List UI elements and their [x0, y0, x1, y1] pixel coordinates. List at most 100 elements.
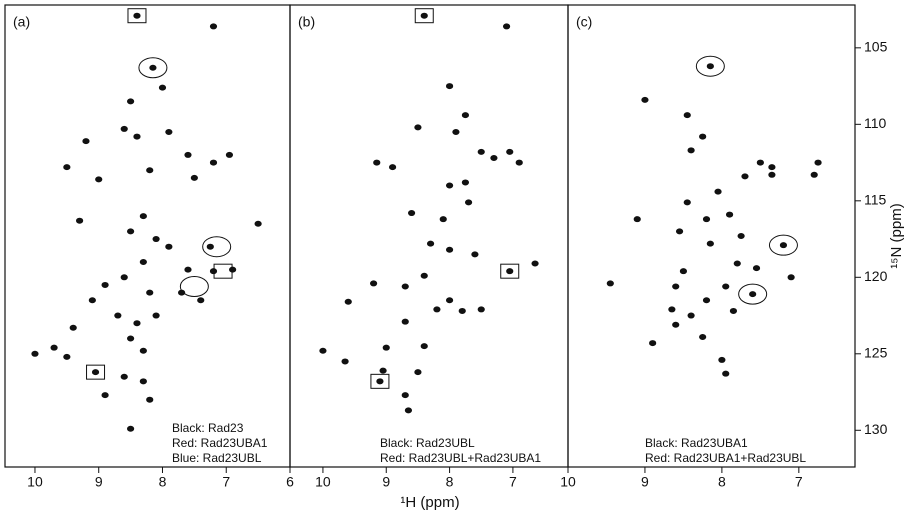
panel-label: (c) [576, 14, 592, 30]
peak [344, 298, 352, 305]
highlight-box [86, 364, 106, 380]
highlight-ellipse [768, 234, 798, 256]
peak [197, 297, 205, 304]
peak [379, 367, 387, 374]
peak [152, 236, 160, 243]
peak [209, 23, 218, 30]
y-tick-label: 130 [864, 421, 888, 437]
panel-label: (b) [298, 14, 315, 30]
annotation: Red: Rad23UBA1+Rad23UBL [645, 451, 806, 465]
x-tick-label: 9 [641, 474, 649, 490]
peak [461, 179, 470, 186]
x-tick-label: 10 [560, 474, 576, 490]
peak [668, 306, 676, 313]
peak [139, 213, 147, 220]
peak [699, 333, 707, 340]
peak [687, 312, 695, 319]
peak [420, 343, 428, 350]
peak [702, 297, 711, 304]
peak [756, 159, 764, 166]
peak [768, 171, 776, 178]
highlight-box [213, 263, 233, 279]
peak [531, 260, 539, 267]
peak [502, 23, 511, 30]
peak [190, 174, 198, 181]
annotation: Red: Rad23UBL+Rad23UBA1 [380, 451, 541, 465]
peak [101, 392, 109, 399]
peak [319, 347, 327, 354]
highlight-box [127, 8, 147, 24]
peak [683, 112, 691, 119]
peak [729, 307, 738, 314]
highlight-ellipse [695, 55, 725, 77]
peak [515, 159, 523, 166]
peak [699, 133, 707, 140]
peak [464, 199, 473, 206]
peak [127, 335, 135, 342]
peak [706, 63, 714, 70]
peak [341, 358, 349, 365]
peak [152, 312, 160, 319]
x-tick-label: 7 [222, 474, 230, 490]
peak [229, 266, 237, 273]
annotation: Red: Rad23UBA1 [172, 436, 268, 450]
peak [133, 133, 141, 140]
y-tick-label: 105 [864, 39, 888, 55]
peak [752, 265, 761, 272]
peak [376, 378, 384, 385]
x-tick-label: 7 [509, 474, 517, 490]
peak [814, 159, 822, 166]
peak [158, 84, 167, 91]
x-tick-label: 9 [382, 474, 390, 490]
peak [714, 188, 722, 195]
peak [458, 307, 466, 314]
peak [641, 96, 649, 103]
peak [672, 283, 680, 290]
peak [733, 260, 741, 267]
peak [63, 353, 71, 360]
peak [490, 154, 498, 161]
peak [414, 369, 422, 376]
peak [69, 324, 77, 331]
peak [452, 128, 460, 135]
peak [127, 425, 135, 432]
peak [679, 268, 688, 275]
peak [373, 159, 381, 166]
peak [369, 280, 378, 287]
peak [810, 171, 818, 178]
peak [184, 151, 192, 158]
x-tick-label: 10 [27, 474, 43, 490]
peak [445, 297, 454, 304]
peak [120, 125, 128, 132]
peak [146, 396, 154, 403]
peak [675, 228, 684, 235]
peak [445, 83, 454, 90]
peak [722, 370, 730, 377]
annotation: Black: Rad23UBL [380, 436, 475, 450]
y-tick-label: 110 [864, 115, 887, 131]
highlight-ellipse [738, 283, 768, 305]
peak [741, 173, 749, 180]
peak [31, 350, 39, 357]
peak [633, 216, 641, 223]
highlight-ellipse [179, 275, 209, 297]
panel-frame [567, 4, 856, 468]
peak [461, 112, 470, 119]
peak [120, 274, 128, 281]
peak [165, 128, 173, 135]
peak [420, 272, 428, 279]
peak [749, 291, 757, 298]
x-tick-label: 9 [95, 474, 103, 490]
peak [388, 164, 397, 171]
peak [209, 159, 218, 166]
peak [433, 306, 441, 313]
peak [254, 220, 262, 227]
peak [114, 312, 122, 319]
peak [445, 246, 454, 253]
peak [63, 164, 71, 171]
highlight-box [370, 373, 390, 389]
peak [779, 242, 788, 249]
x-tick-label: 8 [159, 474, 167, 490]
annotation: Blue: Rad23UBL [172, 451, 262, 465]
